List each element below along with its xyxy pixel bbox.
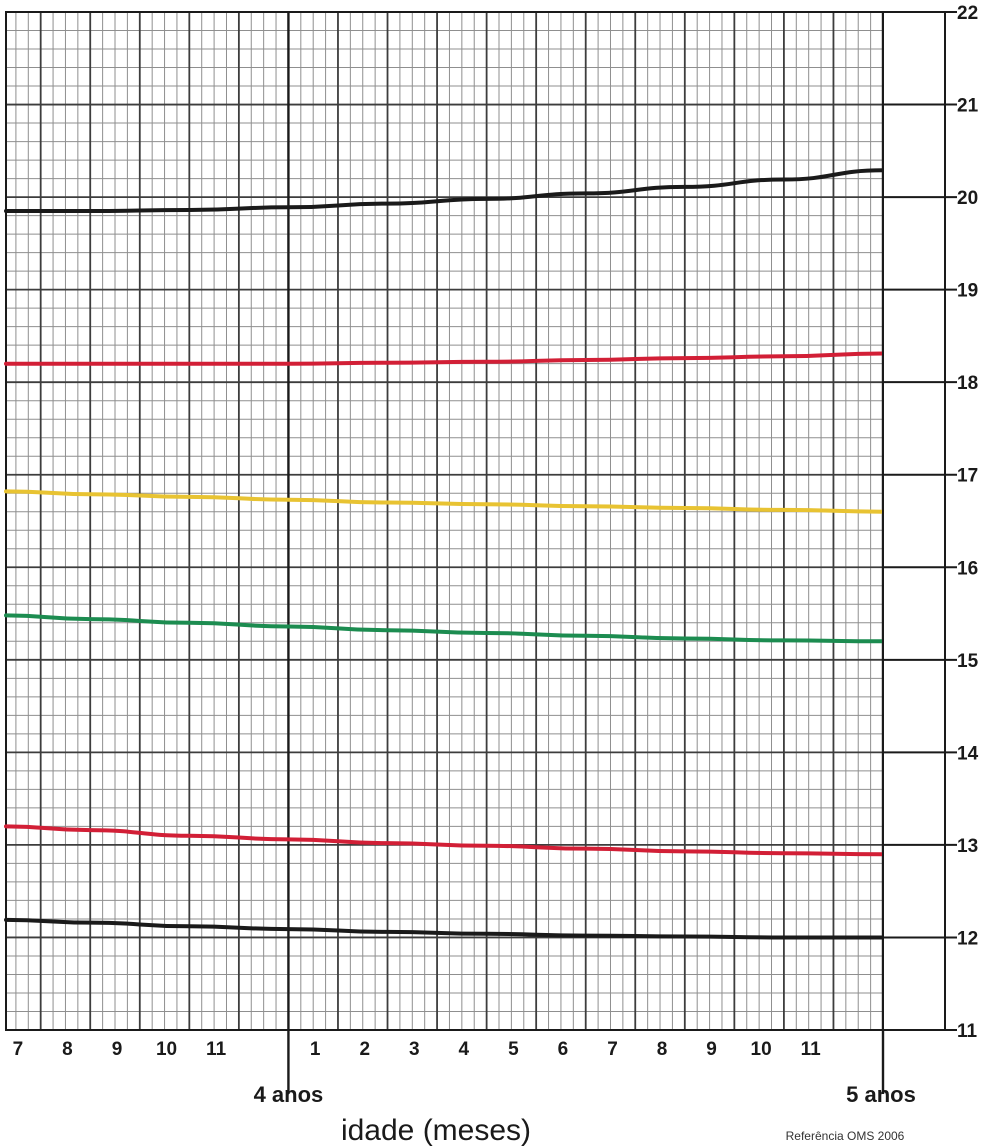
x-axis-label: idade (meses) [341,1114,531,1147]
series-line-minus3 [4,917,885,940]
x-tick-label: 9 [112,1039,123,1060]
x-tick-label: 3 [409,1039,420,1060]
y-tick-label: 19 [957,281,978,302]
y-tick-label: 22 [957,3,978,24]
x-tick-label: 11 [801,1039,822,1060]
x-tick-label: 7 [13,1039,24,1060]
reference-note: Referência OMS 2006 [786,1129,905,1143]
y-tick-label: 14 [957,743,979,764]
x-tick-label: 5 [508,1039,519,1060]
y-tick-label: 20 [957,188,978,209]
y-tick-label: 18 [957,373,978,394]
y-tick-label: 17 [957,466,978,487]
x-tick-label: 9 [706,1039,717,1060]
x-tick-label: 1 [310,1039,321,1060]
x-tick-label: 10 [156,1039,177,1060]
y-tick-label: 13 [957,836,978,857]
series-line-3 [4,168,885,214]
x-tick-label: 4 [459,1039,470,1060]
year-label: 4 anos [254,1082,324,1107]
series-line-0 [4,613,885,644]
y-tick-label: 11 [957,1021,978,1042]
x-tick-label: 7 [607,1039,618,1060]
plot-border [5,11,884,1031]
x-tick-label: 11 [206,1039,227,1060]
side-panel [882,11,946,1031]
series-layer [4,168,885,940]
y-tick-label: 12 [957,928,978,949]
series-line-1 [4,489,885,514]
y-tick-label: 15 [957,651,979,672]
series-line-minus2 [4,824,885,857]
series-line-2 [4,351,885,366]
y-tick-label: 16 [957,558,978,579]
year-label: 5 anos [846,1082,916,1107]
minor-grid [6,12,883,1030]
x-tick-label: 8 [657,1039,668,1060]
x-tick-label: 6 [558,1039,569,1060]
x-tick-label: 8 [62,1039,73,1060]
x-axis: 7 8 9 10 11 1 2 3 4 5 6 7 8 9 10 114 anos 5 anos [13,1039,916,1107]
y-axis: 11 12 13 14 15 16 17 18 19 20 21 22 [882,3,979,1042]
x-tick-label: 10 [751,1039,772,1060]
x-tick-label: 2 [359,1039,370,1060]
y-tick-label: 21 [957,96,979,117]
